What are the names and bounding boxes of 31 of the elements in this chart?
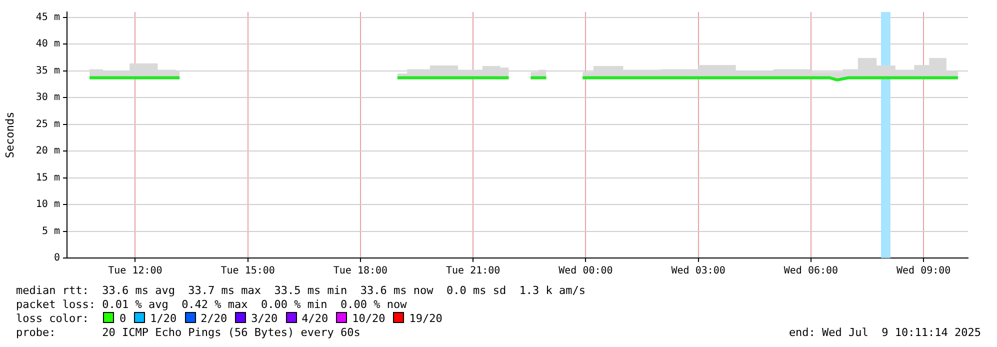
text: probe: 20 ICMP Echo Pings (56 Bytes) every 60s	[16, 326, 360, 339]
x-tick-label: Wed 00:00	[558, 266, 613, 277]
y-tick-label: 30 m	[36, 92, 60, 104]
y-tick-label: 0	[54, 252, 60, 264]
text: end: Wed Jul 9 10:11:14 2025	[788, 326, 981, 340]
text: packet loss: 0.01 % avg 0.42 % max 0.00 % min 0.00 % now	[16, 298, 408, 312]
y-tick-label: 20 m	[36, 146, 60, 157]
x-tick-label: Tue 12:00	[108, 266, 162, 277]
y-tick-label: 35 m	[36, 65, 60, 76]
text: loss color:	[16, 312, 89, 325]
x-tick-label: Tue 18:00	[333, 266, 388, 277]
x-tick-label: Wed 09:00	[896, 266, 951, 277]
text: 19/20	[409, 312, 442, 325]
text: median rtt: 33.6 ms avg 33.7 ms max 33.5 ms min 33.6 ms now 0.0 ms sd 1.3 k am/s	[16, 284, 587, 298]
text: 0	[119, 312, 126, 325]
text: 1/20	[150, 312, 177, 325]
y-tick-label: 45 m	[36, 12, 60, 23]
x-tick-label: Tue 21:00	[446, 266, 500, 277]
x-tick-label: Wed 06:00	[784, 266, 838, 277]
text: 3/20	[251, 312, 278, 325]
y-tick-label: 5 m	[42, 226, 60, 237]
x-tick-label: Wed 03:00	[671, 266, 726, 277]
y-tick-label: 10 m	[36, 199, 60, 210]
x-tick-label: Tue 15:00	[220, 266, 275, 277]
text: 2/20	[200, 312, 228, 325]
y-tick-label: 40 m	[36, 38, 60, 50]
text: 10/20	[352, 312, 386, 325]
y-tick-label: 15 m	[36, 172, 60, 184]
text: 4/20	[302, 312, 328, 325]
y-axis-title: Seconds	[3, 112, 16, 158]
y-tick-label: 25 m	[36, 118, 60, 130]
